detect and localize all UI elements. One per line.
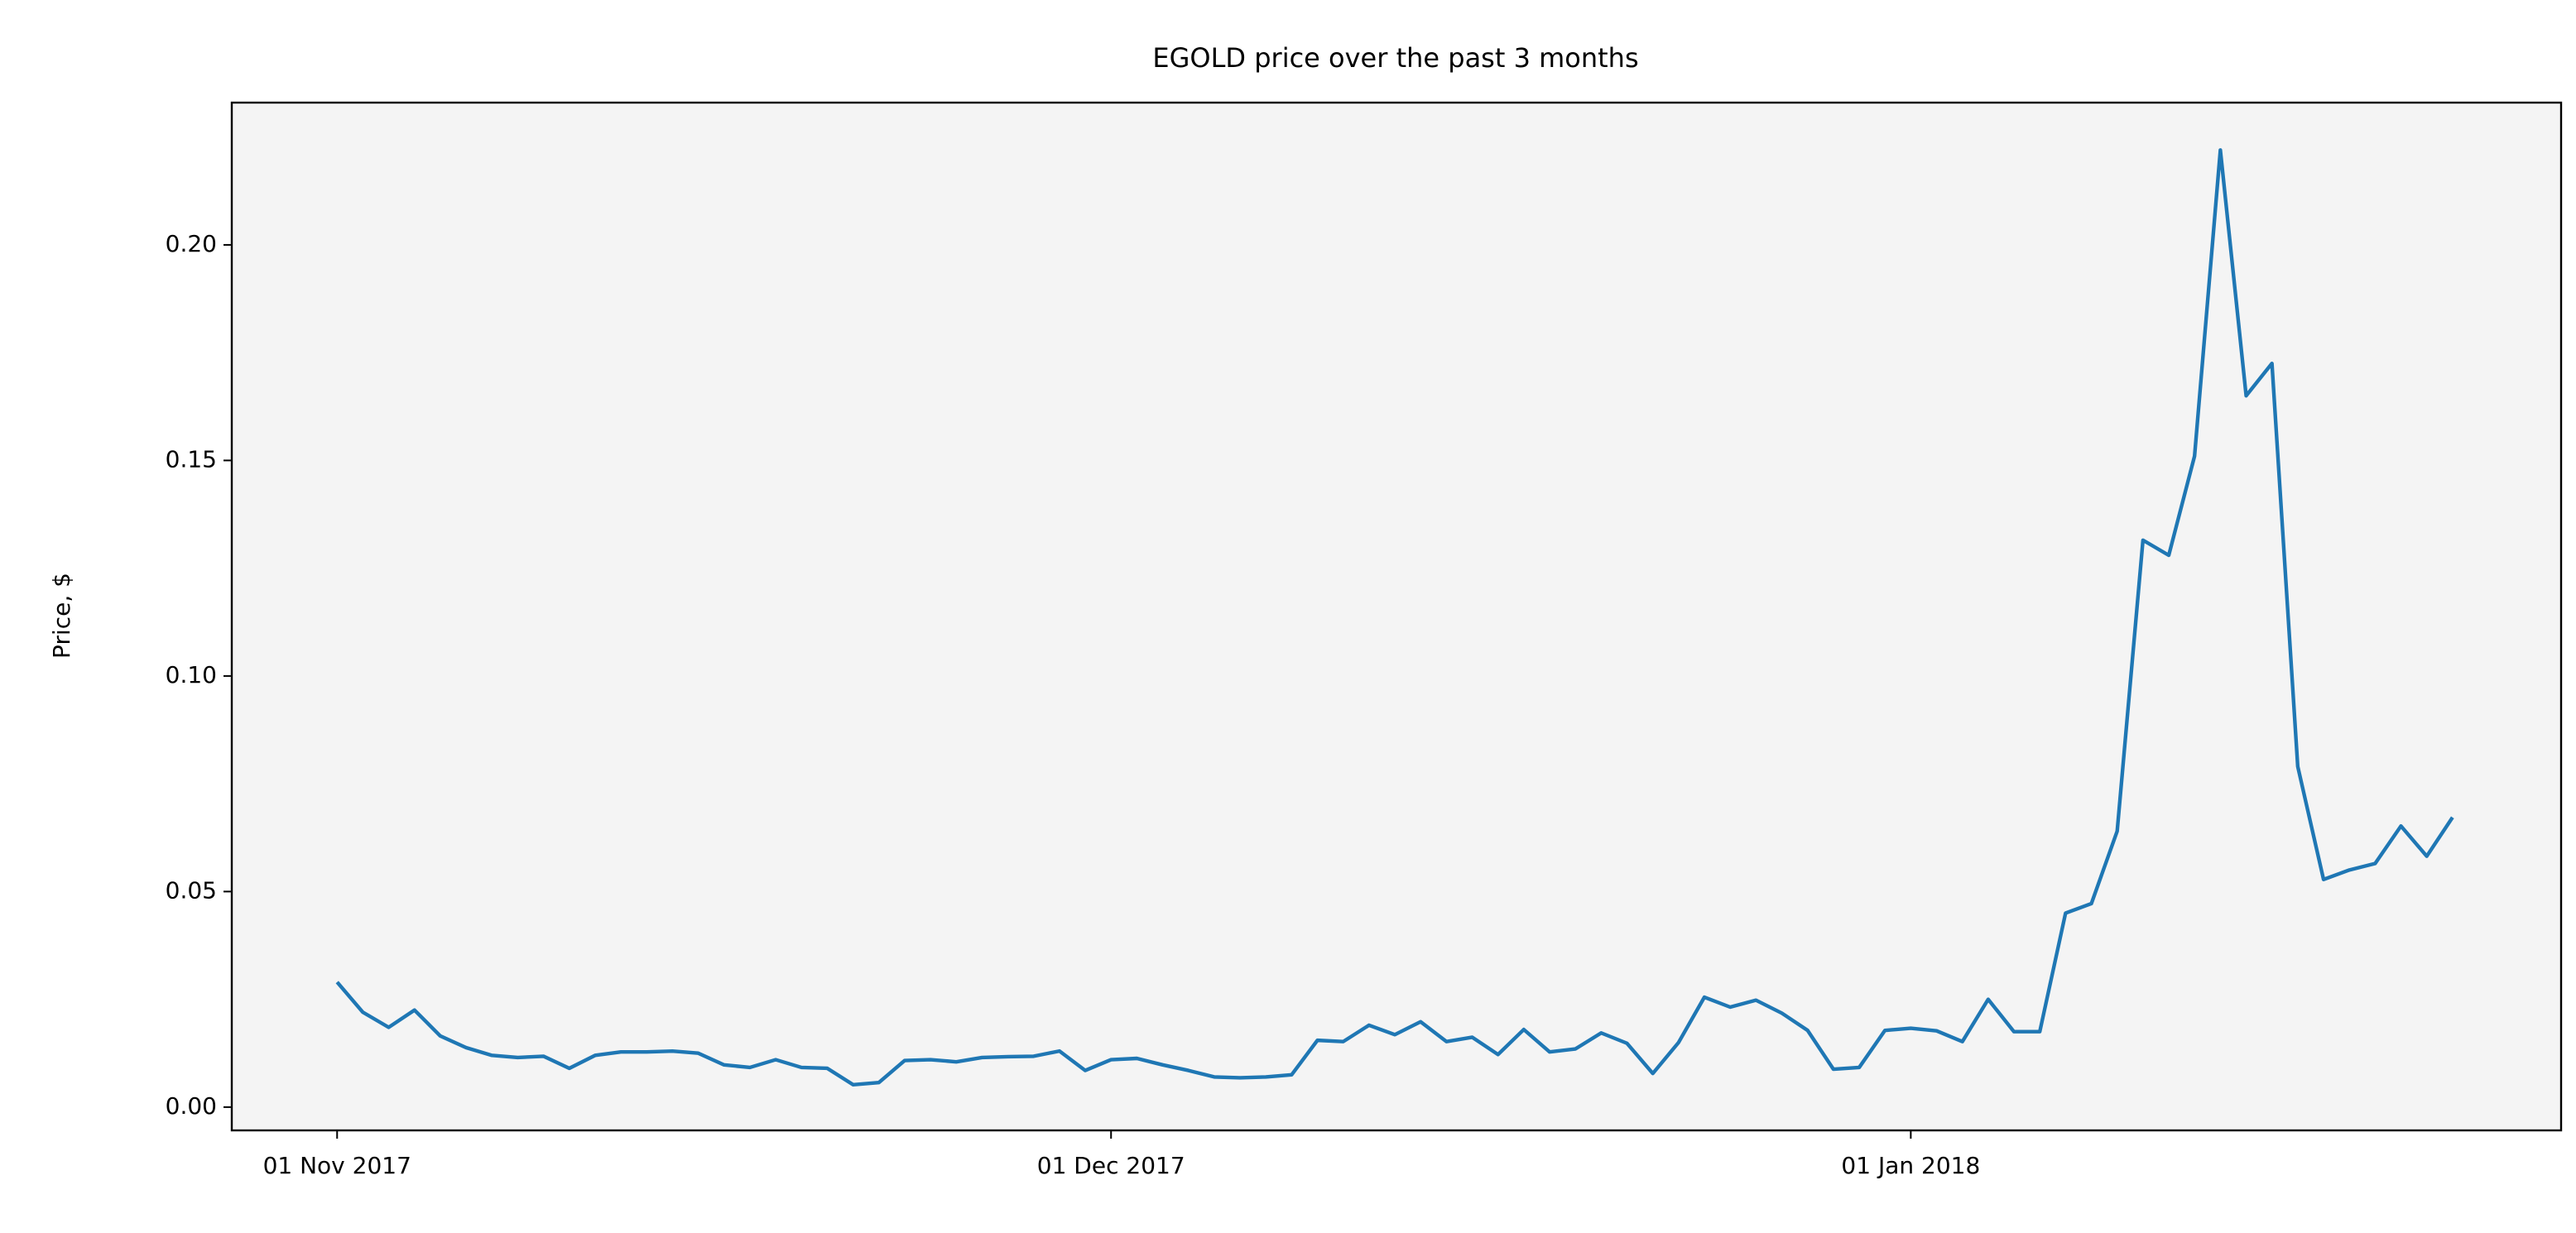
x-tick-label: 01 Jan 2018 bbox=[1841, 1152, 1980, 1179]
price-line bbox=[335, 148, 2454, 1087]
y-tick-label: 0.00 bbox=[166, 1092, 217, 1120]
y-tick-label: 0.20 bbox=[166, 230, 217, 257]
y-tick-label: 0.05 bbox=[166, 876, 217, 904]
plot-frame bbox=[230, 101, 2563, 1132]
chart-title: EGOLD price over the past 3 months bbox=[1152, 42, 1638, 74]
y-tick-label: 0.15 bbox=[166, 445, 217, 473]
plot-layer bbox=[335, 148, 2454, 1087]
y-axis-label: Price, $ bbox=[48, 573, 75, 659]
x-tick-label: 01 Dec 2017 bbox=[1037, 1152, 1185, 1179]
y-tick-label: 0.10 bbox=[166, 661, 217, 688]
plot-area bbox=[232, 103, 2561, 1130]
x-tick-label: 01 Nov 2017 bbox=[263, 1152, 411, 1179]
